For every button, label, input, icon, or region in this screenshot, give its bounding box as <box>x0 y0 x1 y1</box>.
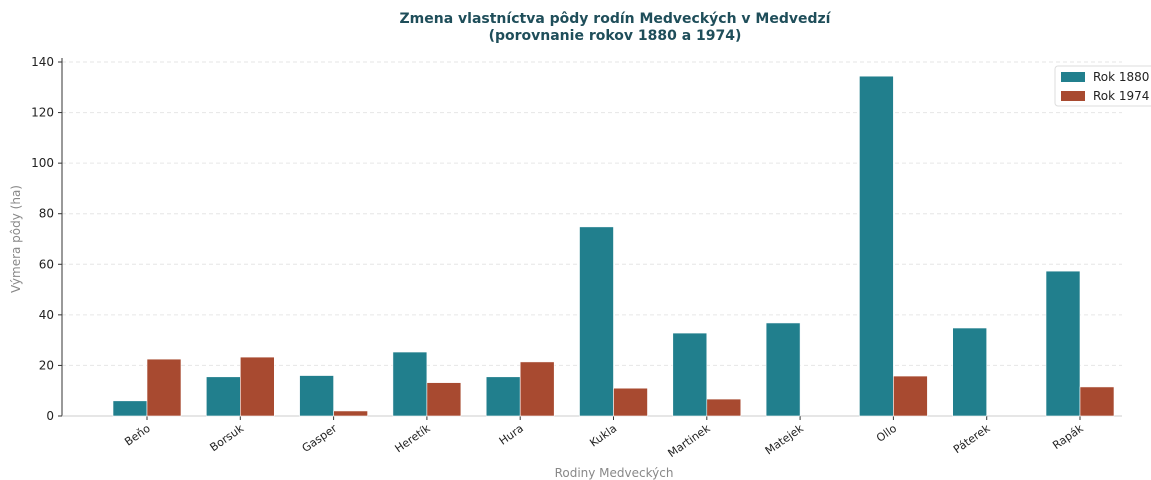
legend-label: Rok 1880 <box>1093 70 1149 84</box>
chart-title: Zmena vlastníctva pôdy rodín Medveckých … <box>400 11 832 27</box>
bar <box>333 410 368 417</box>
x-tick-label: Beňo <box>122 422 153 449</box>
legend-swatch <box>1061 72 1085 82</box>
bar <box>859 75 894 417</box>
y-tick-label: 100 <box>31 156 54 170</box>
y-tick-label: 40 <box>39 308 54 322</box>
bar <box>485 376 521 417</box>
x-tick-label: Borsuk <box>208 421 247 454</box>
y-axis-label: Výmera pôdy (ha) <box>9 185 23 293</box>
x-tick-label: Ollo <box>874 422 899 445</box>
y-tick-label: 140 <box>31 55 54 69</box>
x-axis-label: Rodiny Medveckých <box>555 466 674 480</box>
bar <box>426 382 462 417</box>
legend-swatch <box>1061 91 1085 101</box>
bar <box>392 351 428 417</box>
x-tick-label: Heretík <box>393 421 434 455</box>
x-tick-label: Kukla <box>587 422 619 450</box>
bar <box>1045 270 1081 417</box>
x-tick-label: Matejek <box>763 421 807 457</box>
bar <box>206 376 241 417</box>
y-tick-label: 20 <box>39 358 54 372</box>
bar <box>519 361 555 417</box>
bar <box>146 358 182 417</box>
bar <box>299 375 334 417</box>
x-tick-label: Gasper <box>300 422 340 455</box>
y-tick-label: 0 <box>46 409 54 423</box>
x-tick-label: Hura <box>497 422 526 448</box>
bar <box>706 398 742 417</box>
y-tick-label: 60 <box>39 257 54 271</box>
x-tick-label: Rapák <box>1050 421 1086 452</box>
bar <box>893 375 928 417</box>
y-tick-label: 80 <box>39 207 54 221</box>
bar <box>579 226 614 417</box>
x-tick-label: Martinek <box>666 421 713 460</box>
x-tick-label: Páterek <box>951 421 993 456</box>
bar <box>240 356 275 417</box>
bar <box>672 332 708 417</box>
bar <box>952 327 988 417</box>
chart-subtitle: (porovnanie rokov 1880 a 1974) <box>489 28 742 44</box>
bar <box>1079 386 1115 417</box>
bar <box>112 400 148 417</box>
bar <box>765 322 801 417</box>
y-tick-label: 120 <box>31 106 54 120</box>
legend-label: Rok 1974 <box>1093 89 1149 103</box>
bar <box>613 387 648 417</box>
